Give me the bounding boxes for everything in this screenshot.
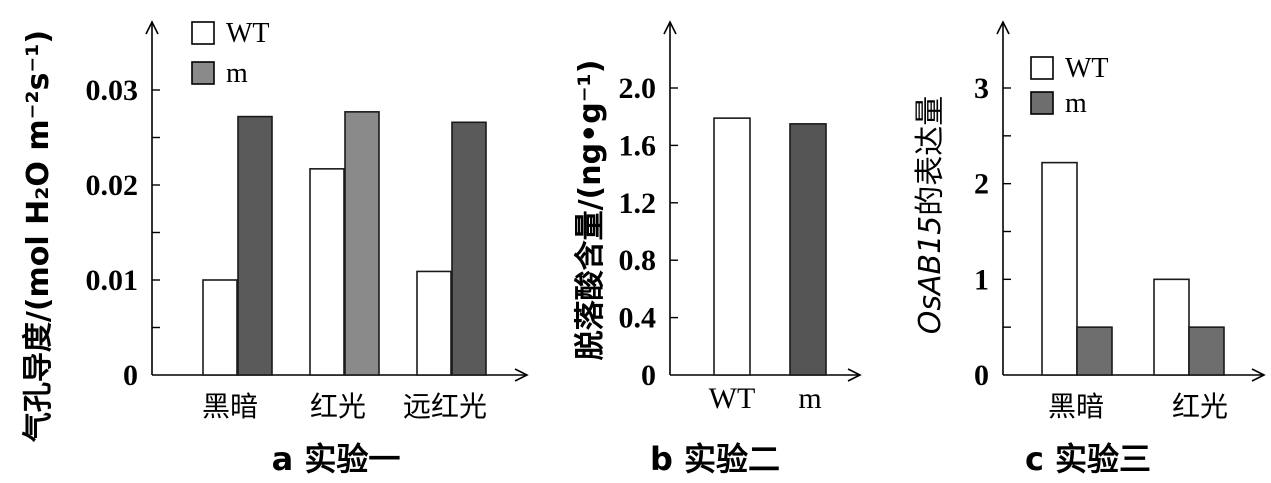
- chart-a-category-label: 黑暗: [202, 390, 258, 423]
- y-tick-label: 1: [974, 263, 989, 296]
- chart-c-y-axis-title-gene: OsAB15: [913, 216, 948, 335]
- y-tick-label: 0: [974, 359, 989, 392]
- chart-a-y-axis-arrow: [145, 20, 159, 35]
- y-tick-label: 2.0: [619, 72, 657, 105]
- y-tick-label: 3: [974, 72, 989, 105]
- chart-b: 0 0.4 0.8 1.2 1.6 2.0 WT m 脱落酸含量/(ng•g⁻¹) b 实…: [573, 20, 862, 478]
- chart-b-caption: b 实验二: [650, 440, 780, 478]
- chart-a-bars: [202, 111, 487, 376]
- chart-b-category-label: WT: [709, 382, 756, 415]
- chart-a-legend-swatch-wt: [191, 21, 215, 45]
- chart-b-y-axis-arrow: [663, 20, 677, 35]
- chart-a: 0 0.01 0.02 0.03 黑暗 红光 远红光 WT m 气孔导度/(mol H…: [21, 18, 529, 478]
- bar-m: [344, 111, 380, 376]
- y-tick-label: 0.8: [619, 244, 657, 277]
- chart-c: 0 1 2 3 黑暗 红光 WT m OsAB15的表达量 c 实验三: [913, 20, 1266, 478]
- chart-a-category-label: 远红光: [403, 390, 487, 423]
- chart-c-legend-label-wt: WT: [1065, 53, 1109, 84]
- bar-wt: [713, 117, 751, 376]
- chart-c-y-axis-title: OsAB15的表达量: [913, 96, 948, 335]
- bar-m: [789, 123, 827, 376]
- chart-c-y-axis-arrow: [996, 20, 1010, 35]
- chart-a-ticks: 0 0.01 0.02 0.03: [86, 74, 160, 392]
- chart-c-category-label: 黑暗: [1048, 390, 1104, 423]
- chart-c-bars: [1041, 161, 1225, 376]
- bar-wt: [309, 168, 345, 376]
- chart-b-y-axis-title-text: 脱落酸含量/(ng•g⁻¹): [573, 60, 608, 361]
- chart-a-x-axis-arrow: [514, 368, 529, 382]
- y-tick-label: 0.03: [86, 74, 139, 107]
- chart-b-bars: [713, 117, 827, 376]
- chart-c-y-axis-title-suffix: 的表达量: [913, 96, 948, 216]
- bar-m: [237, 115, 273, 376]
- bar-wt: [202, 279, 238, 376]
- chart-a-y-axis-title: 气孔导度/(mol H₂O m⁻²s⁻¹): [21, 30, 56, 442]
- chart-a-legend-label-wt: WT: [226, 18, 270, 49]
- y-tick-label: 0.02: [86, 169, 139, 202]
- chart-c-caption: c 实验三: [1025, 440, 1151, 478]
- chart-c-ticks: 0 1 2 3: [974, 72, 1011, 392]
- chart-c-legend-label-m: m: [1065, 88, 1087, 119]
- bar-wt: [1153, 278, 1190, 376]
- chart-a-legend-label-m: m: [226, 58, 248, 89]
- chart-c-x-axis-arrow: [1251, 368, 1266, 382]
- y-tick-label: 1.2: [619, 187, 657, 220]
- y-tick-label: 0.01: [86, 264, 139, 297]
- y-tick-label: 1.6: [619, 129, 657, 162]
- chart-c-legend-swatch-m: [1030, 91, 1054, 115]
- bar-m: [451, 121, 487, 376]
- chart-a-caption: a 实验一: [272, 440, 401, 478]
- bar-m: [1076, 326, 1113, 376]
- y-tick-label: 0.4: [619, 302, 657, 335]
- y-tick-label: 0: [123, 359, 138, 392]
- y-tick-label: 0: [641, 359, 656, 392]
- chart-a-legend-swatch-m: [191, 61, 215, 85]
- bar-m: [1188, 326, 1225, 376]
- chart-a-y-axis-title-text: 气孔导度/(mol H₂O m⁻²s⁻¹): [21, 30, 56, 442]
- chart-b-ticks: 0 0.4 0.8 1.2 1.6 2.0: [619, 72, 678, 392]
- bar-wt: [1041, 161, 1078, 376]
- y-tick-label: 2: [974, 168, 989, 201]
- bar-wt: [416, 270, 452, 376]
- chart-b-category-label: m: [798, 382, 821, 415]
- chart-b-x-axis-arrow: [847, 368, 862, 382]
- chart-b-y-axis-title: 脱落酸含量/(ng•g⁻¹): [573, 60, 608, 361]
- chart-c-legend-swatch-wt: [1030, 56, 1054, 80]
- chart-a-category-label: 红光: [310, 390, 366, 423]
- chart-c-category-label: 红光: [1172, 390, 1228, 423]
